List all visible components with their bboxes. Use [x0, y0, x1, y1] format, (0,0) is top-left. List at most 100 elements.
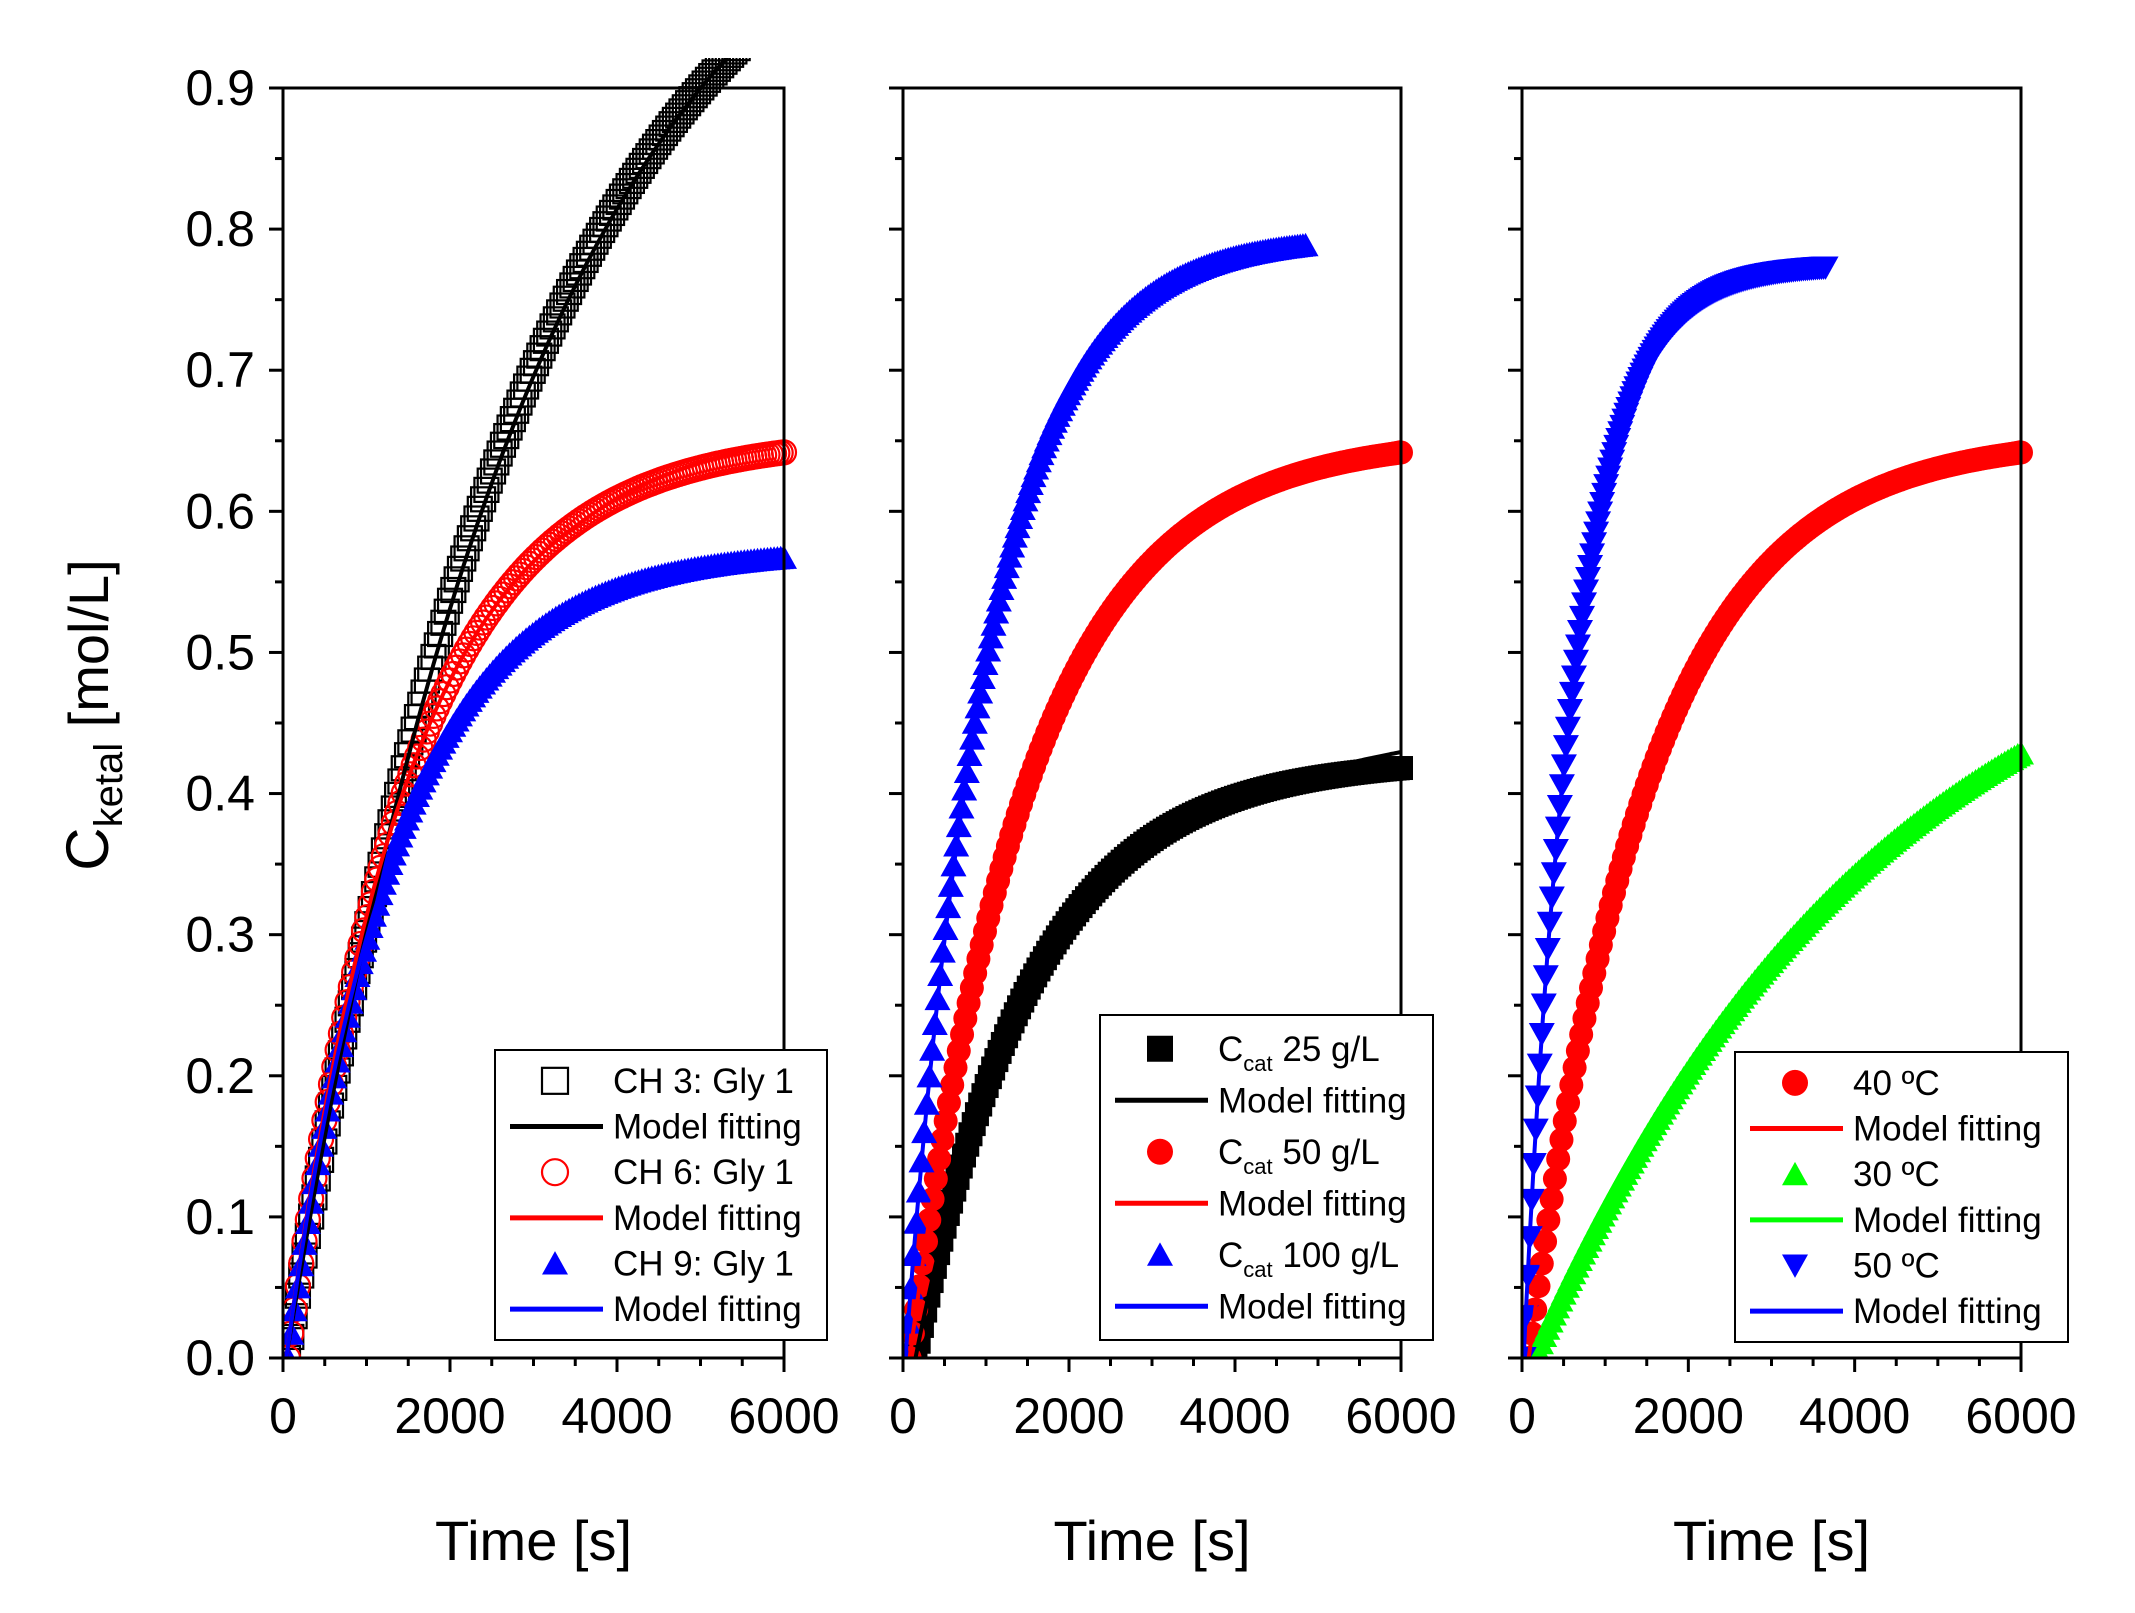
- legend-box: [1734, 1051, 2069, 1343]
- data-point: [546, 299, 573, 326]
- x-tick-label: 6000: [1965, 1388, 2076, 1444]
- data-point: [1292, 232, 1319, 257]
- plot-area: [903, 232, 1413, 1358]
- y-tick-label: 0.9: [185, 60, 255, 116]
- data-point: [772, 0, 796, 18]
- panel-left: 0.0 0.1 0.2 0.3 0.4 0.5 0.6 0.7 0.8 0.9 0 2000 4000 6…: [185, 0, 840, 1572]
- data-point: [612, 178, 639, 205]
- x-axis-title: Time [s]: [1053, 1509, 1250, 1572]
- legend-label: Model fitting: [1853, 1292, 2042, 1331]
- x-tick-label: 6000: [1345, 1388, 1456, 1444]
- data-point: [742, 20, 766, 44]
- data-point: [635, 143, 662, 170]
- legend-label: 50 ºC: [1853, 1247, 1940, 1286]
- x-axis-title: Time [s]: [1673, 1509, 1870, 1572]
- series-1-model-line: [1526, 439, 2022, 1358]
- data-point: [542, 525, 569, 553]
- legend: CH 3: Gly 1 Model fitting CH 6: Gly 1 Model…: [494, 1049, 828, 1341]
- data-point: [555, 278, 583, 306]
- data-point: [755, 8, 779, 32]
- data-point: [729, 33, 753, 57]
- legend: Ccat 25 g/L Model fitting Ccat 50 g/L Model…: [1099, 1014, 1434, 1341]
- data-point: [648, 124, 675, 151]
- data-point: [746, 17, 770, 41]
- data-point: [752, 11, 776, 35]
- x-tick-label: 2000: [394, 1388, 505, 1444]
- data-point: [536, 320, 563, 347]
- data-point: [552, 285, 579, 312]
- legend-label: 40 ºC: [1853, 1064, 1940, 1103]
- data-point: [1522, 1226, 1543, 1250]
- panel-middle: 0 2000 4000 6000 Time [s] Ccat 25 g/L Model fi…: [889, 86, 1457, 1572]
- plot-area: [283, 0, 798, 1358]
- data-point: [549, 292, 576, 319]
- data-point: [641, 133, 669, 160]
- data-point: [539, 313, 566, 340]
- data-point: [724, 58, 751, 62]
- series-5-model-line: [1522, 270, 1818, 1358]
- data-point: [542, 306, 569, 333]
- series-3-model-line: [907, 439, 1402, 1358]
- y-axis-title-unit: [mol/L]: [57, 559, 120, 743]
- data-point: [1812, 256, 1839, 280]
- series-3-model-line: [284, 439, 785, 1358]
- y-axis-title: Cketal [mol/L]: [54, 559, 131, 870]
- y-tick-label: 0.5: [185, 624, 255, 680]
- legend-label: Ccat 100 g/L: [1218, 1236, 1399, 1282]
- legend-marker: [1147, 1242, 1173, 1266]
- data-point: [532, 327, 560, 354]
- data-point: [645, 128, 672, 156]
- legend-label: Ccat 50 g/L: [1218, 1133, 1380, 1179]
- series-3-model-line: [1532, 751, 2023, 1358]
- legend-label: Model fitting: [613, 1290, 802, 1329]
- data-point: [476, 599, 503, 626]
- data-point: [509, 557, 536, 584]
- y-tick-label: 0.4: [185, 766, 255, 822]
- x-tick-label: 2000: [1633, 1388, 1744, 1444]
- data-point: [602, 194, 629, 221]
- legend-marker: [1147, 1138, 1173, 1165]
- series-5-model-line: [903, 251, 1298, 1358]
- data-point: [625, 157, 652, 184]
- data-point: [615, 172, 642, 200]
- data-point: [483, 590, 510, 617]
- data-point: [736, 26, 760, 50]
- y-tick-label: 0.3: [185, 907, 255, 963]
- data-point: [622, 162, 649, 189]
- x-tick-label: 2000: [1013, 1388, 1124, 1444]
- legend-marker: [1782, 1069, 1808, 1096]
- x-axis-title: Time [s]: [435, 1509, 632, 1572]
- data-point: [717, 58, 745, 68]
- legend: 40 ºC Model fitting 30 ºC Model fitting 50 º…: [1734, 1051, 2069, 1343]
- legend-box: [1099, 1014, 1434, 1341]
- legend-label: CH 6: Gly 1: [613, 1153, 794, 1192]
- legend-label: Model fitting: [613, 1108, 802, 1147]
- data-point: [759, 5, 783, 29]
- data-point: [608, 183, 636, 210]
- legend-box: [494, 1049, 828, 1341]
- y-axis-title-sub: ketal: [87, 743, 131, 828]
- panel-right: 0 2000 4000 6000 Time [s] 40 ºC Model fitting 3…: [1508, 86, 2077, 1572]
- legend-marker: [1782, 1161, 1808, 1186]
- data-point: [628, 152, 655, 179]
- legend-label: Model fitting: [1853, 1201, 2042, 1240]
- legend-label: 30 ºC: [1853, 1155, 1940, 1194]
- data-point: [638, 138, 665, 165]
- legend-label: Ccat 25 g/L: [1218, 1030, 1380, 1076]
- x-tick-label: 6000: [728, 1388, 839, 1444]
- data-point: [714, 58, 741, 72]
- y-tick-label: 0.0: [185, 1330, 255, 1386]
- legend-label: Model fitting: [1218, 1081, 1407, 1120]
- data-point: [701, 59, 728, 86]
- legend-marker: [1147, 1035, 1173, 1062]
- legend-marker: [540, 1066, 570, 1095]
- legend-marker: [1782, 1254, 1808, 1278]
- data-point: [479, 594, 507, 622]
- data-point: [769, 0, 793, 21]
- data-point: [765, 0, 789, 23]
- data-point: [632, 147, 659, 175]
- legend-label: CH 9: Gly 1: [613, 1245, 794, 1284]
- data-point: [711, 58, 738, 75]
- x-tick-label: 4000: [561, 1388, 672, 1444]
